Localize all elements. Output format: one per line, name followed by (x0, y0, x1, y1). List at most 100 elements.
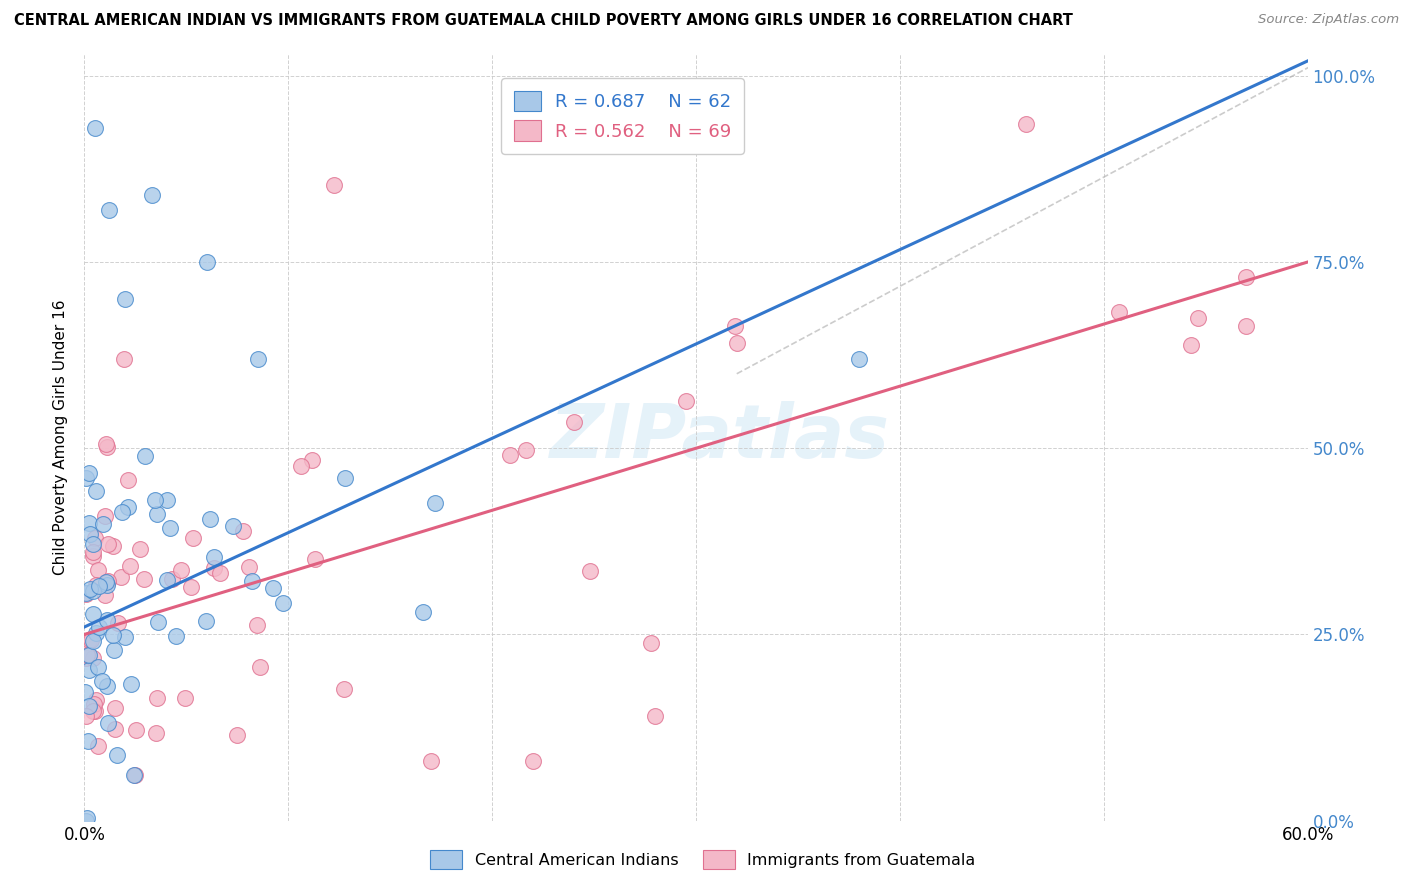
Point (165, 629, 187, 643)
Point (97, 574, 120, 588)
Point (91, 674, 114, 689)
Point (146, 615, 169, 629)
Text: Source: ZipAtlas.com: Source: ZipAtlas.com (1258, 13, 1399, 27)
Point (170, 563, 193, 577)
Point (226, 728, 249, 742)
Point (75, 586, 97, 600)
Point (75, 709, 97, 723)
Point (77, 467, 100, 481)
Point (246, 351, 269, 366)
Point (77, 516, 100, 530)
Point (103, 643, 125, 657)
Point (84, 483, 107, 498)
Point (77, 633, 100, 648)
Point (420, 754, 443, 768)
Point (145, 726, 167, 740)
Point (104, 701, 127, 715)
Point (112, 351, 135, 366)
Point (675, 394, 697, 409)
Point (499, 448, 522, 462)
Point (120, 677, 142, 691)
Point (333, 681, 356, 696)
Point (94, 588, 117, 602)
Point (110, 570, 132, 584)
Point (143, 493, 166, 508)
Point (87, 563, 110, 577)
Point (105, 748, 128, 763)
Point (96, 679, 118, 693)
Point (1187, 311, 1209, 326)
Point (75, 587, 97, 601)
Point (83, 120, 105, 135)
Point (117, 500, 139, 514)
Point (77, 734, 100, 748)
Point (246, 618, 269, 632)
Point (117, 474, 139, 488)
Point (84, 626, 107, 640)
Point (262, 581, 284, 595)
Y-axis label: Child Poverty Among Girls Under 16: Child Poverty Among Girls Under 16 (53, 300, 69, 574)
Point (134, 449, 156, 463)
Point (522, 754, 544, 768)
Point (156, 574, 179, 588)
Point (82, 607, 104, 621)
Point (76, 811, 98, 825)
Point (222, 519, 245, 533)
Point (89, 620, 111, 634)
Point (848, 351, 870, 366)
Point (94, 437, 117, 451)
Point (79, 648, 101, 662)
Point (290, 459, 312, 474)
Point (562, 416, 585, 430)
Point (160, 573, 183, 587)
Point (146, 507, 169, 521)
Point (76, 648, 98, 663)
Point (84, 693, 107, 707)
Point (194, 614, 217, 628)
Point (75, 470, 97, 484)
Text: CENTRAL AMERICAN INDIAN VS IMMIGRANTS FROM GUATEMALA CHILD POVERTY AMONG GIRLS U: CENTRAL AMERICAN INDIAN VS IMMIGRANTS FR… (14, 13, 1073, 29)
Text: ZIPatlas: ZIPatlas (550, 401, 890, 474)
Point (101, 539, 124, 553)
Point (97, 202, 120, 217)
Point (122, 768, 145, 782)
Point (240, 574, 263, 589)
Point (640, 636, 662, 650)
Point (84, 578, 107, 592)
Point (94, 508, 117, 523)
Point (271, 596, 294, 610)
Point (79, 527, 101, 541)
Point (202, 561, 225, 575)
Point (87, 739, 110, 753)
Point (1236, 269, 1258, 284)
Point (84, 704, 107, 718)
Point (77, 663, 100, 677)
Point (96, 613, 118, 627)
Point (128, 541, 150, 556)
Point (96, 574, 118, 589)
Point (180, 580, 202, 594)
Point (132, 572, 155, 586)
Point (183, 531, 205, 545)
Point (333, 471, 356, 485)
Point (82, 583, 104, 598)
Point (75, 685, 97, 699)
Point (120, 559, 142, 574)
Point (238, 560, 260, 574)
Point (82, 549, 104, 563)
Point (173, 691, 195, 706)
Point (725, 336, 748, 351)
Point (156, 493, 179, 508)
Point (75, 814, 97, 828)
Point (97, 537, 120, 551)
Point (301, 453, 323, 467)
Point (82, 537, 104, 551)
Point (323, 178, 346, 193)
Point (82, 650, 104, 665)
Point (82, 545, 104, 559)
Point (114, 293, 136, 307)
Point (579, 565, 602, 579)
Point (159, 521, 181, 535)
Point (124, 768, 146, 782)
Point (1180, 337, 1202, 351)
